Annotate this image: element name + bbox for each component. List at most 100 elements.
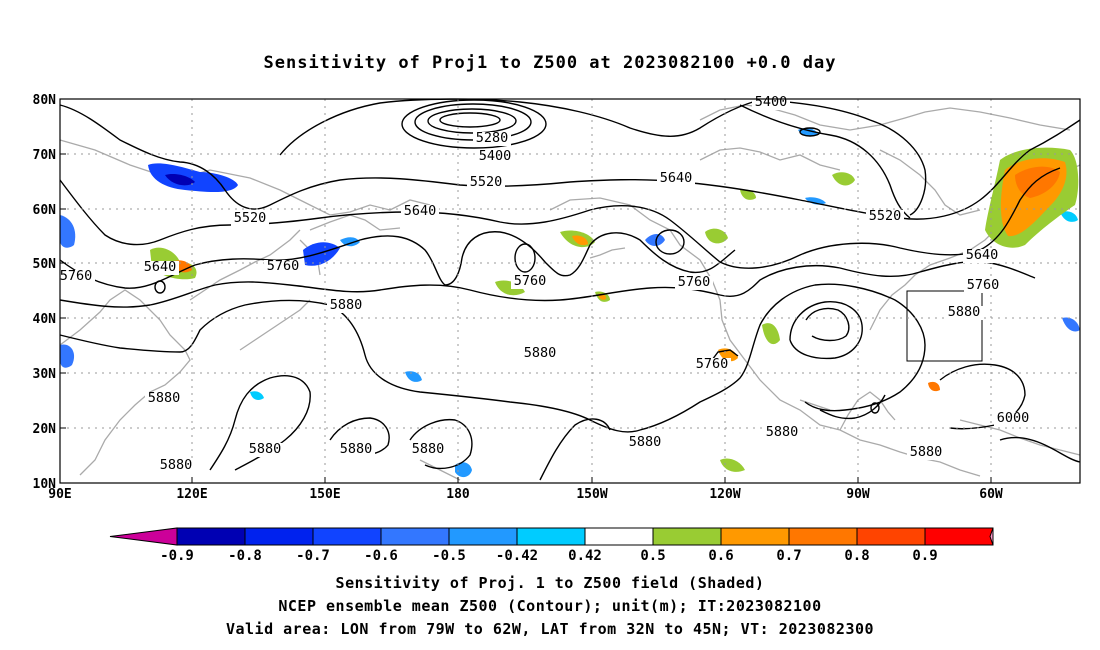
contour-label-bg (866, 210, 904, 224)
positive-region (1015, 166, 1060, 198)
negative-region (250, 391, 264, 400)
positive-region (705, 228, 728, 244)
map-frame (59, 98, 1081, 484)
lon-tick-label: 120W (709, 487, 740, 502)
colorbar-cell (584, 527, 654, 546)
lat-tick-label: 20N (33, 422, 57, 437)
lon-tick-label: 180 (446, 487, 470, 502)
negative-region (405, 371, 422, 382)
positive-region (928, 381, 940, 392)
lat-tick-label: 40N (33, 312, 57, 327)
contour-label: 5880 (910, 444, 943, 460)
contour-label: 5760 (514, 273, 547, 289)
negative-region (455, 462, 472, 478)
contour-label: 5880 (330, 297, 363, 313)
contour-label-bg (473, 132, 511, 146)
colorbar-label: -0.7 (296, 548, 330, 564)
map-gridlines (60, 99, 1080, 483)
colorbar-cell (924, 527, 994, 546)
contour-label: 5640 (966, 247, 999, 263)
colorbar-label: 0.8 (844, 548, 869, 564)
colorbar-max-arrow (989, 527, 994, 546)
contour-label: 5280 (476, 130, 509, 146)
contour-label-bg (401, 205, 439, 219)
lon-tick-label: 120E (176, 487, 207, 502)
colorbar-cell (720, 527, 790, 546)
colorbar-label: 0.9 (912, 548, 937, 564)
negative-region (60, 215, 76, 248)
valid-area-box (906, 290, 983, 362)
contour-label-bg (157, 459, 195, 473)
contour-label-bg (476, 150, 514, 164)
contour-label: 5400 (479, 148, 512, 164)
contour-label-bg (409, 443, 447, 457)
negative-region (148, 163, 238, 193)
colorbar-cell (448, 527, 518, 546)
contour-label-bg (657, 172, 695, 186)
contour-label-bg (675, 276, 713, 290)
lon-tick-label: 150W (576, 487, 607, 502)
contour-label-bg (145, 392, 183, 406)
contour-label-bg (264, 260, 302, 274)
contour-label-bg (246, 443, 284, 457)
positive-region (832, 172, 855, 186)
contour-label: 5760 (967, 277, 1000, 293)
lat-tick-label: 10N (33, 477, 57, 492)
contour-label: 6000 (997, 410, 1030, 426)
negative-region (645, 234, 665, 246)
negative-region (340, 237, 360, 247)
contour-label: 5760 (678, 274, 711, 290)
positive-region (495, 280, 525, 296)
contour-label: 5640 (404, 203, 437, 219)
contour-labels: 5280 5400 5400 5520 5520 5520 5640 5640 5640 5640… (57, 94, 1032, 473)
lat-tick-label: 60N (33, 203, 57, 218)
lon-tick-label: 90E (48, 487, 71, 502)
colorbar-label: -0.6 (364, 548, 398, 564)
contour-label-bg (907, 446, 945, 460)
contour-label-bg (337, 443, 375, 457)
contour-label-bg (141, 261, 179, 275)
colorbar-cell (856, 527, 926, 546)
contour-label-bg (626, 436, 664, 450)
contour-label: 5880 (160, 457, 193, 473)
contour-label: 5880 (948, 304, 981, 320)
colorbar-cell (652, 527, 722, 546)
contour-label-bg (57, 270, 95, 284)
caption-shading: Sensitivity of Proj. 1 to Z500 field (Sh… (335, 574, 765, 592)
contour-label: 5880 (249, 441, 282, 457)
lon-tick-label: 90W (846, 487, 870, 502)
contour-label: 5640 (144, 259, 177, 275)
colorbar-label: -0.8 (228, 548, 262, 564)
contour-label: 5760 (60, 268, 93, 284)
contour-label-bg (467, 176, 505, 190)
contour-label: 5880 (766, 424, 799, 440)
contour-label-bg (964, 279, 1002, 293)
lat-tick-label: 70N (33, 148, 57, 163)
positive-region (720, 458, 745, 472)
colorbar-cell (176, 527, 246, 546)
colorbar-cell (380, 527, 450, 546)
contour-label: 5400 (755, 94, 788, 110)
colorbar-cell (312, 527, 382, 546)
contour-label-bg (693, 358, 731, 372)
negative-region (1060, 211, 1078, 222)
colorbar: -0.9 -0.8 -0.7 -0.6 -0.5 -0.42 0.42 0.5 0.6 0.7 0.… (109, 527, 994, 564)
colorbar-label: -0.5 (432, 548, 466, 564)
contour-label: 5880 (524, 345, 557, 361)
contour-label-bg (231, 212, 269, 226)
positive-region (762, 323, 780, 345)
contour-label-bg (327, 299, 365, 313)
colorbar-label: 0.5 (640, 548, 665, 564)
caption-valid-area: Valid area: LON from 79W to 62W, LAT fro… (225, 620, 875, 638)
colorbar-label: 0.42 (568, 548, 602, 564)
negative-region (165, 173, 195, 186)
caption-contour: NCEP ensemble mean Z500 (Contour); unit(… (278, 597, 822, 615)
contour-label-bg (521, 347, 559, 361)
figure-title: Sensitivity of Proj1 to Z500 at 20230821… (264, 53, 837, 73)
lat-tick-label: 50N (33, 257, 57, 272)
contour-label: 5880 (148, 390, 181, 406)
lon-tick-label: 150E (309, 487, 340, 502)
contour-label: 5760 (267, 258, 300, 274)
contour-label: 5880 (629, 434, 662, 450)
